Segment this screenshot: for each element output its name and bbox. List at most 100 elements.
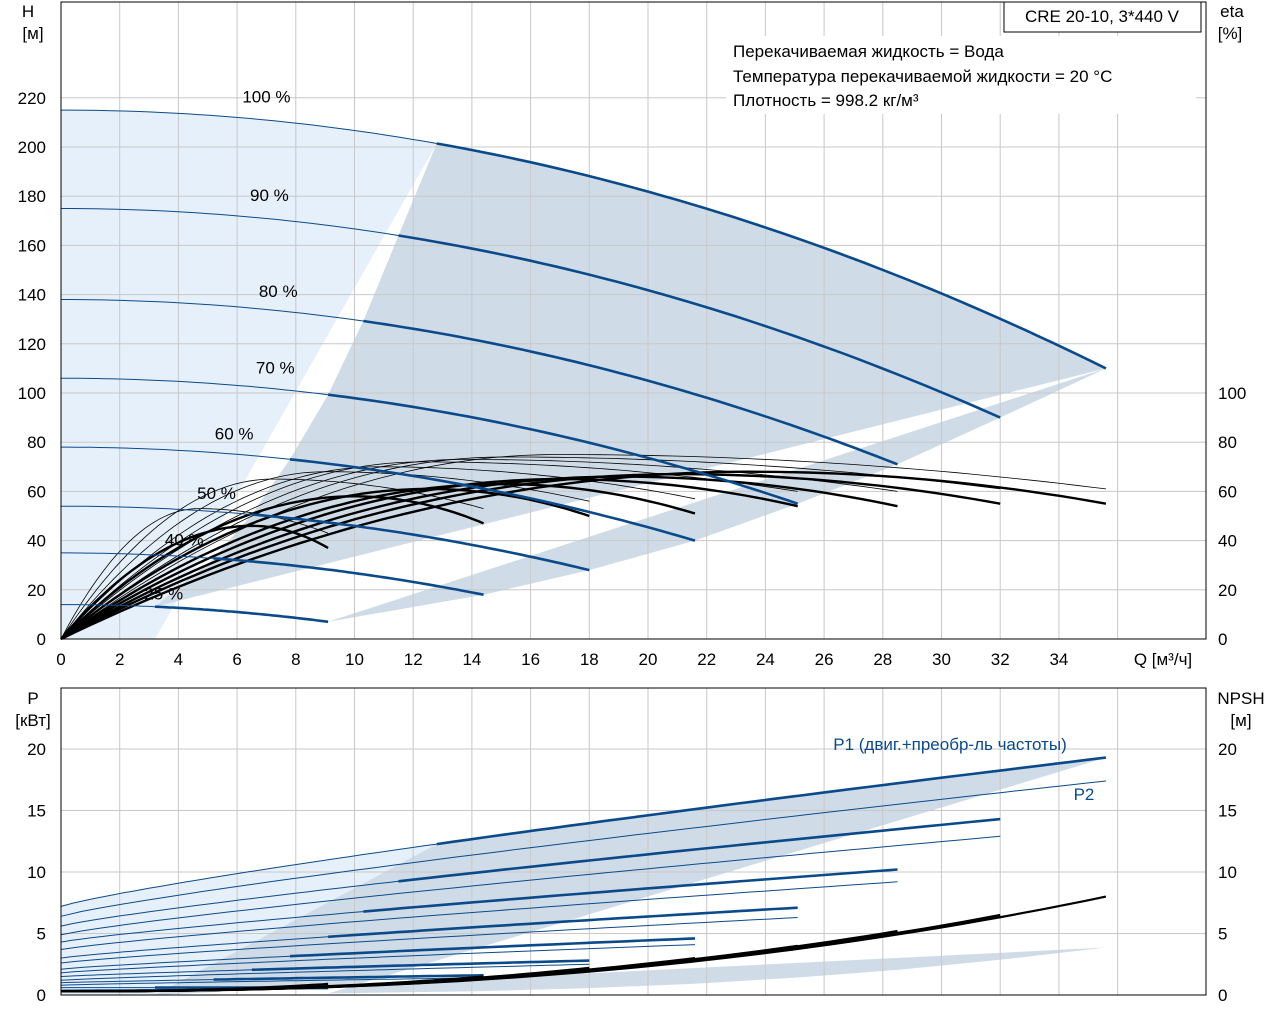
- p2-curve-2: [60, 835, 1001, 936]
- efficiency-thin-curve-5: [60, 466, 696, 640]
- top-x-tick-label: 34: [1049, 650, 1068, 669]
- bottom-y-tick-label: 20: [27, 740, 46, 759]
- top-x-tick-label: 24: [756, 650, 775, 669]
- p2-curve-5: [60, 944, 696, 974]
- top-y-tick-label: 80: [27, 433, 46, 452]
- top-x-tick-label: 18: [580, 650, 599, 669]
- p2-curve-3: [60, 881, 898, 950]
- head-curve-thin-6: [61, 505, 252, 515]
- head-curve-3: [363, 319, 898, 466]
- bottom-right-tick-label: 0: [1218, 986, 1227, 1005]
- p1-curve-1: [436, 756, 1107, 846]
- top-x-axis-title: Q [м³/ч]: [1134, 650, 1192, 669]
- p1-curve-4: [328, 906, 798, 939]
- bottom-y-tick-label: 10: [27, 863, 46, 882]
- top-y-tick-label: 200: [18, 138, 46, 157]
- top-y-tick-label: 120: [18, 335, 46, 354]
- efficiency-curve-7: [60, 495, 485, 640]
- top-right-tick-label: 20: [1218, 581, 1237, 600]
- efficiency-curve-8: [60, 524, 329, 640]
- p1-annotation: P1 (двиг.+преобр-ль частоты): [833, 735, 1066, 754]
- efficiency-thin-curve-1: [60, 454, 1106, 640]
- top-x-tick-label: 28: [873, 650, 892, 669]
- info-line-temperature: Температура перекачиваемой жидкости = 20…: [733, 67, 1112, 86]
- top-y-tick-label: 0: [37, 630, 46, 649]
- top-right-axis-unit: [%]: [1218, 24, 1243, 43]
- top-x-tick-label: 8: [291, 650, 300, 669]
- bottom-right-tick-label: 10: [1218, 863, 1237, 882]
- bottom-left-axis-unit: [кВт]: [15, 711, 50, 730]
- head-curve-6: [251, 513, 590, 572]
- speed-label-8: 25 %: [144, 585, 183, 604]
- head-curve-thin-5: [61, 446, 290, 460]
- top-y-tick-label: 180: [18, 187, 46, 206]
- head-curve-thin-4: [60, 377, 329, 396]
- p1-curve-thin-1: [60, 843, 437, 907]
- efficiency-thin-curve-2: [60, 456, 1001, 640]
- top-y-tick-label: 60: [27, 482, 46, 501]
- head-curve-5: [289, 458, 696, 542]
- efficiency-curve-2: [60, 473, 1001, 641]
- speed-label-1: 100 %: [242, 88, 290, 107]
- top-x-tick-label: 32: [991, 650, 1010, 669]
- top-right-tick-label: 40: [1218, 532, 1237, 551]
- efficiency-curve-6: [60, 487, 590, 640]
- head-curve-2: [398, 234, 1001, 419]
- head-curve-thin-3: [61, 299, 364, 322]
- model-label-box: [1003, 1, 1202, 33]
- top-grid: [61, 2, 1206, 639]
- npsh-curve-8: [61, 982, 329, 993]
- head-curve-thin-1: [61, 109, 437, 144]
- top-right-tick-label: 0: [1218, 630, 1227, 649]
- p2-curve-1: [60, 780, 1106, 917]
- p1-curve-3: [363, 868, 898, 913]
- speed-label-3: 80 %: [259, 282, 298, 301]
- top-x-tick-label: 30: [932, 650, 951, 669]
- speed-label-2: 90 %: [250, 186, 289, 205]
- p2-annotation: P2: [1074, 785, 1095, 804]
- top-x-tick-label: 16: [521, 650, 540, 669]
- top-region-light: [61, 110, 437, 640]
- p1-curve-5: [289, 937, 696, 958]
- efficiency-thin-curve-8: [60, 508, 329, 640]
- top-x-tick-label: 22: [697, 650, 716, 669]
- p2-curve-4: [60, 917, 798, 964]
- speed-label-7: 40 %: [165, 531, 204, 550]
- top-y-tick-label: 220: [18, 89, 46, 108]
- bottom-region-dark: [154, 757, 1106, 995]
- efficiency-thin-curve-4: [60, 461, 798, 640]
- top-y-tick-label: 40: [27, 532, 46, 551]
- p1-curve-thin-4: [60, 936, 329, 959]
- efficiency-thin-curve-7: [60, 478, 484, 640]
- p1-curve-thin-5: [60, 955, 290, 970]
- top-x-tick-label: 20: [639, 650, 658, 669]
- bottom-right-axis-unit: [м]: [1230, 711, 1251, 730]
- top-x-tick-label: 26: [815, 650, 834, 669]
- bottom-y-tick-label: 5: [37, 925, 46, 944]
- p2-curve-6: [60, 963, 590, 981]
- top-x-tick-label: 12: [404, 650, 423, 669]
- bottom-y-tick-label: 15: [27, 802, 46, 821]
- top-right-tick-label: 60: [1218, 482, 1237, 501]
- bottom-operating-region: [61, 757, 1106, 995]
- p1-curve-thin-3: [60, 911, 364, 943]
- top-curves: [60, 109, 1107, 641]
- speed-label-5: 60 %: [215, 425, 254, 444]
- head-curve-1: [436, 142, 1107, 370]
- top-y-tick-label: 140: [18, 286, 46, 305]
- efficiency-thin-curve-6: [60, 471, 590, 640]
- bottom-right-axis-title: NPSH: [1217, 689, 1264, 708]
- p1-curve-thin-7: [60, 979, 214, 984]
- bottom-right-tick-label: 15: [1218, 802, 1237, 821]
- head-curve-4: [327, 393, 799, 505]
- top-x-tick-label: 10: [345, 650, 364, 669]
- p1-curve-2: [398, 817, 1001, 883]
- top-plot-frame: [60, 1, 1207, 640]
- head-curve-8: [154, 605, 329, 624]
- info-line-density: Плотность = 998.2 кг/м³: [733, 91, 919, 110]
- top-x-tick-label: 2: [115, 650, 124, 669]
- info-line-fluid: Перекачиваемая жидкость = Вода: [733, 42, 1004, 61]
- top-right-tick-label: 80: [1218, 433, 1237, 452]
- head-curve-7: [213, 557, 484, 596]
